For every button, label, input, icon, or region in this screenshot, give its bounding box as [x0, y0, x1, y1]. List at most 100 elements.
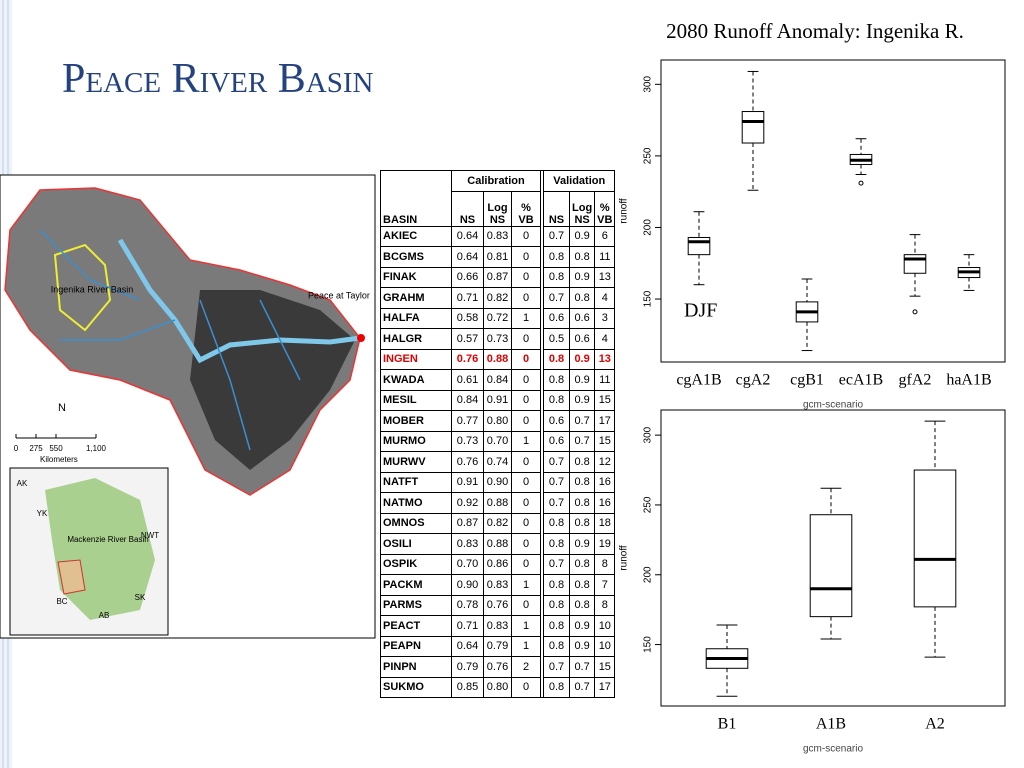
- chart: 2080 Runoff Anomaly: Ingenika R. DJF runof…: [619, 19, 1006, 411]
- cell: 0.66: [451, 266, 484, 288]
- column-header: % VB: [511, 190, 541, 227]
- cell: HALGR: [380, 328, 452, 350]
- cell: 4: [594, 328, 616, 350]
- cell: 0.73: [451, 430, 484, 452]
- cell: NATMO: [380, 492, 452, 514]
- cell: OSILI: [380, 533, 452, 555]
- outlier: [858, 180, 864, 186]
- cell: 0: [511, 389, 541, 411]
- cell: 0: [511, 471, 541, 493]
- cell: 0.8: [543, 533, 570, 555]
- cell: 0: [511, 266, 541, 288]
- cell: 0.91: [483, 389, 512, 411]
- y-axis-title: runoff: [619, 545, 630, 571]
- y-tick-label: 250: [643, 147, 654, 164]
- scale-label: 550: [49, 444, 63, 453]
- table-row: OMNOS 0.87 0.82 0 0.8 0.8 18: [380, 512, 616, 534]
- annotation: DJF: [684, 300, 717, 322]
- cell: 0.81: [483, 246, 512, 268]
- x-tick-label: cgA2: [736, 372, 771, 389]
- cell: 0.61: [451, 369, 484, 391]
- cell: 0.8: [543, 246, 570, 268]
- table-row: PEACT 0.71 0.83 1 0.8 0.9 10: [380, 615, 616, 637]
- table-row: BCGMS 0.64 0.81 0 0.8 0.8 11: [380, 246, 616, 268]
- cell: 0.7: [543, 492, 570, 514]
- x-axis-title: gcm-scenario: [803, 744, 863, 755]
- box: [809, 514, 853, 618]
- cell: 0.7: [543, 656, 570, 678]
- cell: 0.78: [451, 594, 484, 616]
- cell: 6: [594, 225, 616, 247]
- outlet: [357, 334, 365, 342]
- cell: BCGMS: [380, 246, 452, 268]
- cell: 0.7: [568, 676, 596, 698]
- table-row: NATMO 0.92 0.88 0 0.7 0.8 16: [380, 492, 616, 514]
- column-header: Log NS: [568, 190, 596, 227]
- table-row: PACKM 0.90 0.83 1 0.8 0.8 7: [380, 574, 616, 596]
- cell: 0.76: [483, 594, 512, 616]
- cell: MOBER: [380, 410, 452, 432]
- cell: 0: [511, 246, 541, 268]
- column-header: NS: [451, 190, 484, 227]
- chart-title: 2080 Runoff Anomaly: Ingenika R.: [666, 19, 964, 43]
- cell: 15: [594, 389, 616, 411]
- cell: 1: [511, 430, 541, 452]
- cell: 12: [594, 451, 616, 473]
- cell: 0.8: [543, 594, 570, 616]
- cell: AKIEC: [380, 225, 452, 247]
- y-tick-label: 250: [643, 496, 654, 513]
- cell: 0.80: [483, 676, 512, 698]
- cell: 0.57: [451, 328, 484, 350]
- cell: 0.8: [543, 615, 570, 637]
- cell: FINAK: [380, 266, 452, 288]
- table-row: INGEN 0.76 0.88 0 0.8 0.9 13: [380, 348, 616, 370]
- box: [741, 111, 765, 144]
- column-header: NS: [543, 190, 570, 227]
- y-axis-title: runoff: [619, 198, 630, 224]
- cell: 0.9: [568, 635, 596, 657]
- cell: 0.79: [483, 635, 512, 657]
- table-row: OSILI 0.83 0.88 0 0.8 0.9 19: [380, 533, 616, 555]
- cell: 0.8: [543, 389, 570, 411]
- cell: 17: [594, 676, 616, 698]
- cell: 0.76: [451, 348, 484, 370]
- cell: 0.83: [483, 615, 512, 637]
- cell: 0.7: [568, 430, 596, 452]
- cell: 0.9: [568, 348, 596, 370]
- y-tick-label: 150: [643, 290, 654, 307]
- cell: 0.8: [543, 266, 570, 288]
- scale: 0 275 550 1,100: [14, 434, 107, 453]
- box: [913, 469, 957, 608]
- column-header-row: BASIN NS Log NS% VB NS Log NS% VB: [380, 190, 616, 227]
- cell: 0.82: [483, 287, 512, 309]
- y-tick-label: 300: [643, 426, 654, 443]
- scale-label: 1,100: [86, 444, 107, 453]
- cell: 0.8: [568, 594, 596, 616]
- cell: 0.9: [568, 389, 596, 411]
- cell: 0.84: [451, 389, 484, 411]
- cell: 0.80: [483, 410, 512, 432]
- cell: 0.8: [568, 451, 596, 473]
- table-row: NATFT 0.91 0.90 0 0.7 0.8 16: [380, 471, 616, 493]
- cell: 0.70: [451, 553, 484, 575]
- table-row: MURWV 0.76 0.74 0 0.7 0.8 12: [380, 451, 616, 473]
- cell: NATFT: [380, 471, 452, 493]
- cell: 0.8: [568, 471, 596, 493]
- table-row: MESIL 0.84 0.91 0 0.8 0.9 15: [380, 389, 616, 411]
- cell: 0.8: [543, 635, 570, 657]
- cell: PACKM: [380, 574, 452, 596]
- cell: 0.87: [451, 512, 484, 534]
- cell: 0.70: [483, 430, 512, 452]
- table-row: GRAHM 0.71 0.82 0 0.7 0.8 4: [380, 287, 616, 309]
- cell: 0: [511, 553, 541, 575]
- cell: 0.90: [451, 574, 484, 596]
- x-tick-label: cgA1B: [676, 372, 721, 389]
- cell: 1: [511, 307, 541, 329]
- ingenika-outline: [53, 243, 112, 332]
- table-row: KWADA 0.61 0.84 0 0.8 0.9 11: [380, 369, 616, 391]
- cell: INGEN: [380, 348, 452, 370]
- inset-label: YK: [37, 509, 48, 518]
